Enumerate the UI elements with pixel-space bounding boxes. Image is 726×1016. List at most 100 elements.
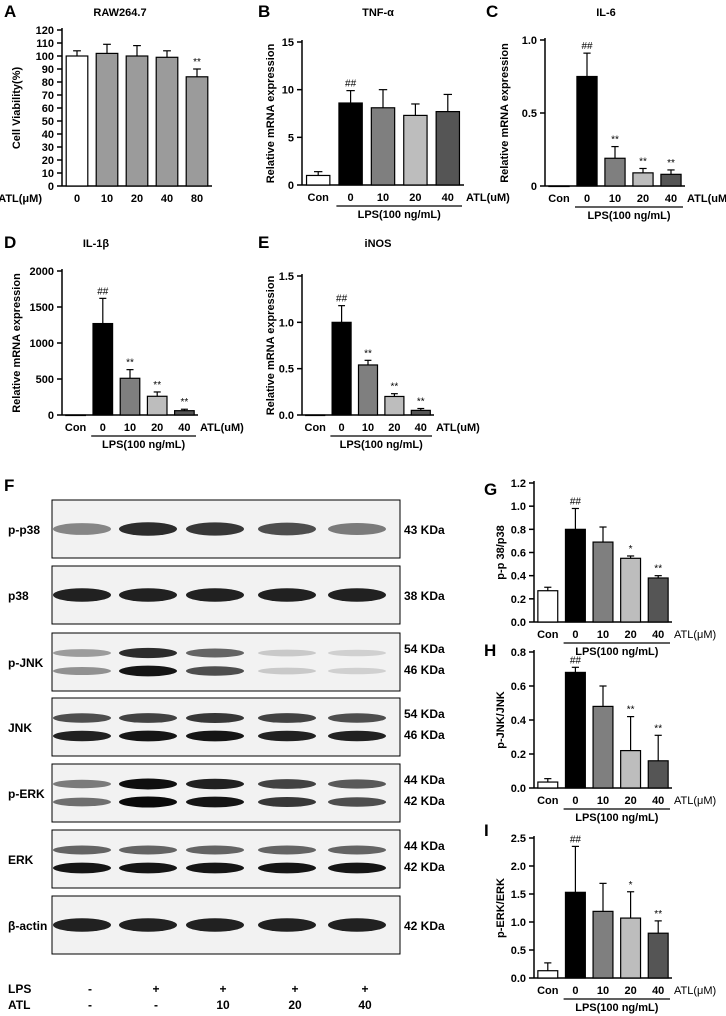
blot-label: JNK: [8, 721, 32, 735]
blot-band: [328, 797, 386, 807]
bar-I: [592, 910, 614, 979]
y-tick-label-C: 0.5: [522, 108, 537, 120]
blot-band: [186, 918, 244, 932]
kda-label: 54 KDa: [404, 642, 445, 656]
blot-row-p-p38: p-p38 43 KDa: [8, 499, 445, 559]
y-tick-label-A: 90: [42, 64, 54, 76]
chart-title-B: TNF-α: [362, 7, 394, 19]
x-tick-label-H: 0: [572, 795, 578, 807]
blot-label: p38: [8, 589, 29, 603]
significance-label-G: ##: [570, 496, 582, 507]
panel-letter-A: A: [4, 2, 16, 21]
y-tick-label-D: 1500: [30, 302, 54, 314]
y-tick-label-E: 1.5: [279, 271, 294, 283]
x-tick-label-C: 10: [609, 193, 621, 205]
blot-band: [258, 588, 316, 602]
blot-panel: [51, 763, 401, 823]
y-tick-label-G: 0.8: [511, 524, 526, 536]
lps-treatment-sign: -: [88, 982, 92, 996]
blot-band: [186, 666, 244, 676]
bar-I: [620, 917, 642, 979]
x-tick-label-A: 40: [161, 193, 173, 205]
y-tick-label-I: 2.0: [511, 861, 526, 873]
y-tick-label-I: 0.0: [511, 973, 526, 985]
panel-letter-I: I: [484, 821, 489, 840]
blot-band: [258, 713, 316, 723]
blot-band: [53, 845, 111, 855]
kda-label: 54 KDa: [404, 707, 445, 721]
blot-band: [328, 523, 386, 535]
kda-label: 44 KDa: [404, 839, 445, 853]
bar-H: [647, 760, 669, 789]
blot-band: [119, 713, 177, 723]
y-tick-label-B: 15: [282, 37, 294, 49]
y-tick-label-A: 30: [42, 142, 54, 154]
x-axis-label-H: ATL(μM): [674, 795, 716, 807]
x-axis-label-D: ATL(uM): [200, 422, 244, 434]
x-tick-label-G: 10: [597, 629, 609, 641]
x-tick-label-E: 10: [362, 422, 374, 434]
bar-H: [564, 671, 586, 789]
y-tick-label-G: 1.2: [511, 478, 526, 490]
blot-row-ERK: ERK 44 KDa 42 KDa: [8, 829, 445, 889]
x-axis-label-C: ATL(uM): [687, 193, 726, 205]
significance-label-D: **: [153, 380, 161, 391]
kda-label: 42 KDa: [404, 919, 445, 933]
blot-band: [53, 649, 111, 657]
bar-I: [564, 891, 586, 979]
bar-E: [305, 414, 326, 417]
y-tick-label-D: 1000: [30, 338, 54, 350]
y-tick-label-A: 70: [42, 90, 54, 102]
bar-H: [620, 749, 642, 789]
bar-C: [604, 157, 626, 187]
significance-label-C: ##: [581, 41, 593, 52]
y-tick-label-H: 0.6: [511, 681, 526, 693]
blot-band: [53, 797, 111, 807]
bar-C: [660, 173, 682, 187]
blot-band: [186, 713, 244, 723]
x-axis-label-G: ATL(μM): [674, 629, 716, 641]
blot-row-p-ERK: p-ERK 44 KDa 42 KDa: [8, 763, 445, 823]
y-tick-label-I: 1.5: [511, 889, 526, 901]
atl-treatment-value: -: [154, 998, 158, 1012]
y-tick-label-A: 60: [42, 103, 54, 115]
x-tick-label-B: 20: [409, 192, 421, 204]
bar-B: [338, 102, 363, 186]
lps-label-B: LPS(100 ng/mL): [358, 209, 441, 221]
significance-label-E: **: [417, 397, 425, 408]
bar-B: [370, 107, 396, 186]
x-axis-label-E: ATL(uM): [436, 422, 480, 434]
lps-label-H: LPS(100 ng/mL): [575, 812, 658, 824]
significance-label-D: ##: [97, 286, 109, 297]
y-tick-label-G: 0.0: [511, 617, 526, 629]
y-tick-label-G: 0.6: [511, 548, 526, 560]
bar-C: [576, 75, 598, 187]
blot-panel: [51, 697, 401, 757]
y-axis-label-E: Relative mRNA expression: [265, 275, 277, 415]
blot-band: [328, 730, 386, 742]
y-tick-label-A: 50: [42, 116, 54, 128]
significance-label-D: **: [126, 358, 134, 369]
significance-label-H: **: [654, 723, 662, 734]
y-tick-label-A: 100: [36, 51, 54, 63]
significance-label-G: **: [654, 564, 662, 575]
atl-treatment-value: -: [88, 998, 92, 1012]
blot-band: [119, 665, 177, 677]
blot-band: [53, 862, 111, 874]
x-tick-label-G: Con: [537, 629, 559, 641]
chart-title-A: RAW264.7: [93, 7, 146, 19]
x-tick-label-E: 40: [415, 422, 427, 434]
significance-label-B: ##: [345, 79, 357, 90]
blot-band: [258, 918, 316, 932]
kda-label: 42 KDa: [404, 860, 445, 874]
blot-band: [328, 713, 386, 723]
x-tick-label-G: 0: [572, 629, 578, 641]
chart-title-D: IL-1β: [83, 238, 110, 250]
blot-band: [328, 862, 386, 874]
y-tick-label-G: 1.0: [511, 501, 526, 513]
blot-label: p-p38: [8, 523, 40, 537]
blot-band: [328, 918, 386, 932]
y-tick-label-G: 0.2: [511, 594, 526, 606]
lps-label-E: LPS(100 ng/mL): [340, 439, 423, 451]
